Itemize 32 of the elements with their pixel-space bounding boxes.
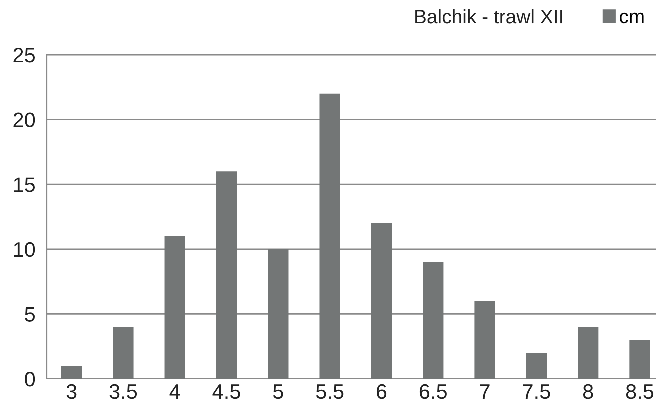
bar [268,249,289,379]
x-tick-label: 5 [273,384,284,400]
bar [371,223,392,379]
y-tick-label: 5 [25,307,36,322]
bar [474,301,496,379]
x-tick-label: 5.5 [316,384,344,400]
y-tick-label: 10 [14,242,36,258]
y-tick-label: 0 [25,372,36,387]
chart-title: Balchik - trawl XII [416,9,562,24]
x-tick-label: 7.5 [523,384,550,400]
x-tick-label: 7 [480,384,490,399]
x-tick-label: 4.5 [212,384,240,400]
bar [164,236,186,379]
x-tick-label: 3 [66,384,77,400]
bar [526,353,548,379]
x-tick-label: 8 [583,384,594,400]
y-tick-label: 25 [14,48,36,63]
y-tick-label: 15 [14,178,36,192]
x-tick-label: 6.5 [420,384,447,400]
bar [630,340,650,379]
x-tick-label: 3.5 [110,384,138,400]
bar [61,366,82,379]
bar [320,94,340,379]
bar [423,262,444,379]
x-tick-label: 4 [170,384,180,399]
legend-label: cm [620,12,644,24]
x-tick-label: 6 [376,384,387,400]
x-tick-label: 8.5 [626,384,654,400]
bar [578,327,599,379]
bar [113,327,134,379]
y-tick-label: 20 [14,112,36,128]
bar [216,172,238,379]
